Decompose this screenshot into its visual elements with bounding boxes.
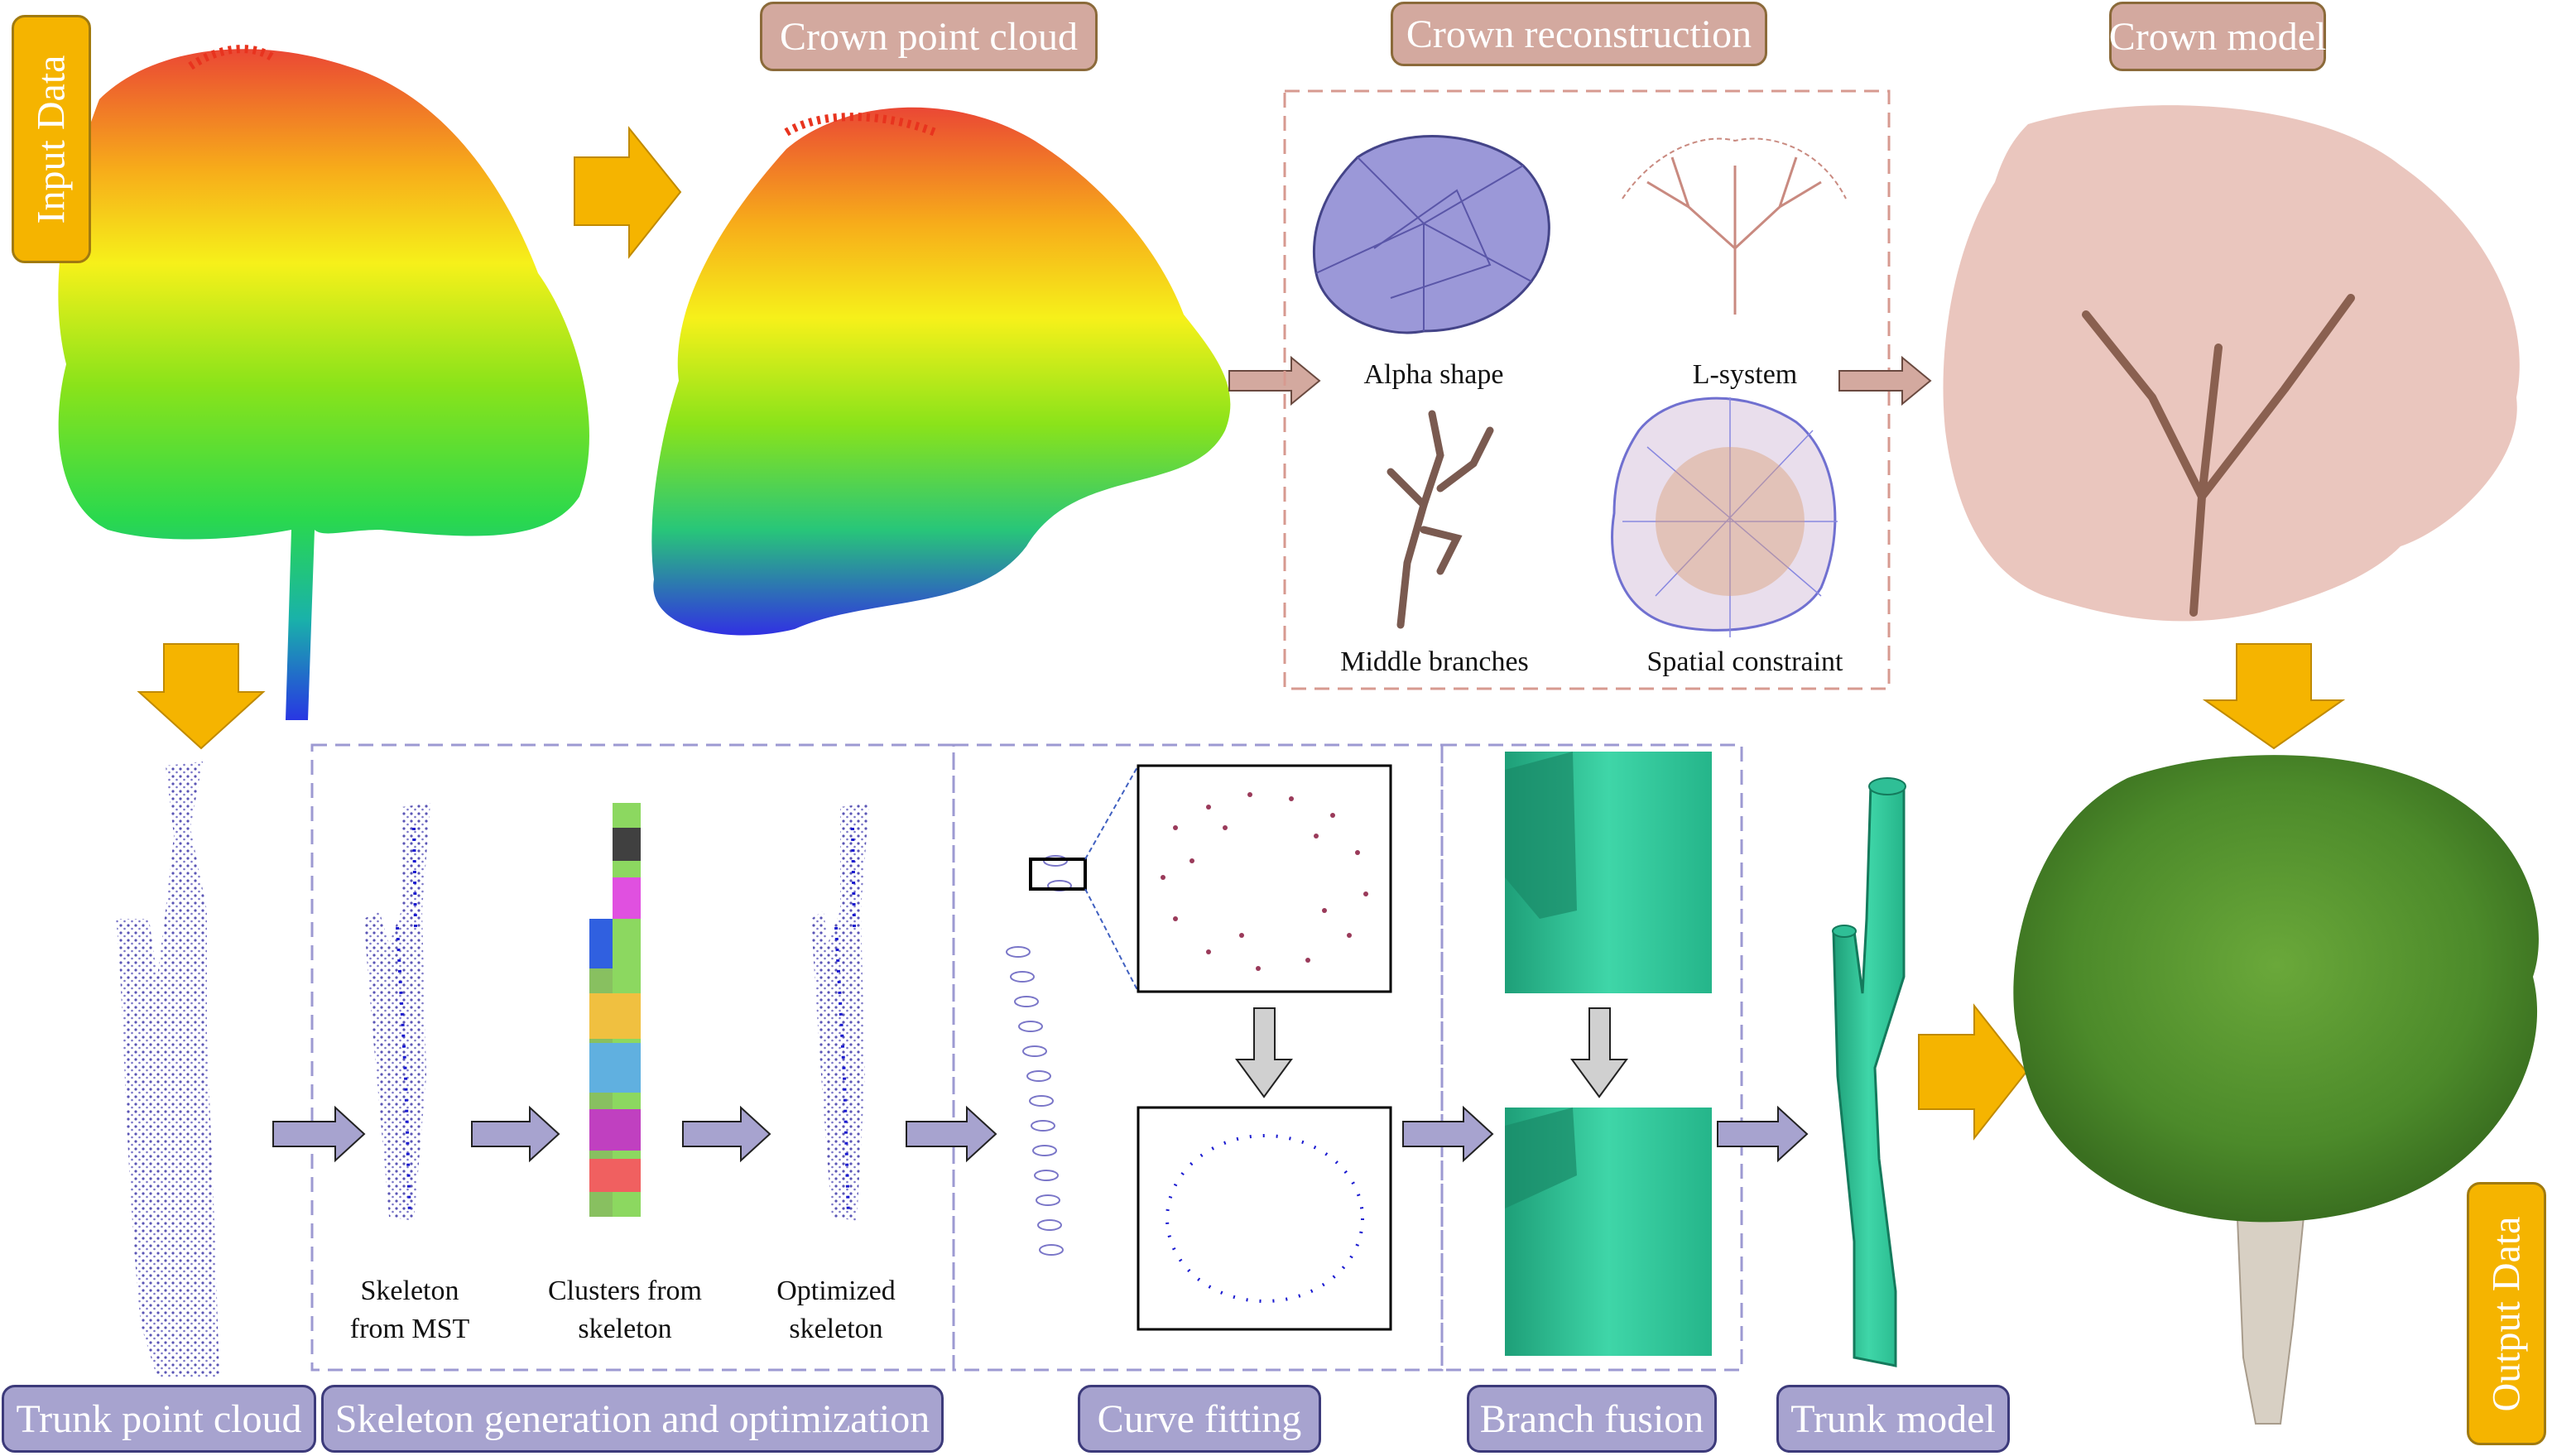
optimized-skeleton-image — [811, 803, 869, 1221]
trunk-model-tag: Trunk model — [1776, 1385, 2010, 1453]
arrow-crown-model-to-output — [2202, 643, 2346, 750]
fitted-curve-box — [1137, 1106, 1392, 1331]
skeleton-mst-image — [364, 803, 430, 1221]
l-system-image — [1622, 137, 1847, 315]
curve-fitting-tag: Curve fitting — [1078, 1385, 1321, 1453]
input-data-tag: Input Data — [12, 15, 91, 263]
optimized-line1: Optimized — [776, 1276, 896, 1306]
crown-reconstruction-tag: Crown reconstruction — [1391, 2, 1767, 66]
output-tree-image — [2013, 755, 2539, 1425]
output-data-tag: Output Data — [2467, 1182, 2546, 1445]
input-data-label: Input Data — [29, 55, 74, 223]
raw-section-points — [1161, 792, 1368, 971]
crown-model-tag: Crown model — [2109, 2, 2326, 71]
arrow-mst-to-clusters — [471, 1105, 560, 1163]
crown-model-image — [1943, 105, 2520, 622]
optimized-skeleton-label: Optimized skeleton — [745, 1272, 927, 1348]
clusters-image — [589, 803, 641, 1217]
spatial-constraint-label: Spatial constraint — [1646, 646, 1843, 677]
arrow-trunk-to-mst — [272, 1105, 366, 1163]
skeleton-generation-tag: Skeleton generation and optimization — [321, 1385, 944, 1453]
branch-fusion-tag: Branch fusion — [1467, 1385, 1717, 1453]
arrow-skeleton-to-curve — [906, 1105, 997, 1163]
arrow-input-to-trunk — [137, 643, 266, 750]
clusters-line2: skeleton — [578, 1313, 672, 1344]
gray-arrow-curve — [1235, 1007, 1293, 1098]
skeleton-mst-line1: Skeleton — [360, 1276, 459, 1306]
arrow-input-to-crown-cloud — [574, 126, 682, 259]
zoom-box — [1029, 858, 1087, 891]
skeleton-mst-line2: from MST — [349, 1313, 470, 1344]
skeleton-mst-label: Skeleton from MST — [315, 1272, 505, 1348]
raw-section-box — [1137, 764, 1392, 993]
crown-reconstruction-panel — [1283, 89, 1891, 690]
clusters-label: Clusters from skeleton — [521, 1272, 728, 1348]
gray-arrow-fusion — [1570, 1007, 1628, 1098]
zoom-line-bottom — [1084, 888, 1139, 992]
trunk-point-cloud-image — [116, 762, 219, 1378]
alpha-shape-image — [1312, 135, 1550, 334]
middle-branches-image — [1387, 410, 1494, 629]
crown-point-cloud-tag: Crown point cloud — [760, 2, 1098, 71]
trunk-point-cloud-tag: Trunk point cloud — [2, 1385, 316, 1453]
fusion-before-branch — [1505, 752, 1577, 919]
middle-branches-label: Middle branches — [1340, 646, 1529, 677]
clusters-line1: Clusters from — [547, 1276, 703, 1306]
trunk-model-image — [1832, 777, 1906, 1367]
input-tree-point-cloud — [58, 45, 589, 720]
spatial-constraint-image — [1611, 396, 1838, 637]
l-system-label: L-system — [1692, 359, 1798, 390]
alpha-shape-label: Alpha shape — [1363, 359, 1504, 390]
fusion-after-branch — [1505, 1108, 1577, 1209]
branch-fusion-panel — [1440, 743, 1743, 1372]
output-data-label: Output Data — [2484, 1216, 2529, 1411]
arrow-curve-to-fusion — [1402, 1105, 1494, 1163]
arrow-trunk-to-output — [1918, 1003, 2028, 1141]
optimized-line2: skeleton — [789, 1313, 883, 1344]
crown-point-cloud-image — [651, 107, 1231, 636]
fitted-curve — [1165, 1134, 1364, 1303]
arrow-crown-cloud-to-reconstruction — [1228, 355, 1321, 406]
arrow-reconstruction-to-crown-model — [1838, 355, 1932, 406]
arrow-fusion-to-trunk-model — [1717, 1105, 1809, 1163]
zoom-line-top — [1084, 765, 1139, 860]
curve-fitting-ellipses — [1006, 855, 1072, 1256]
arrow-clusters-to-optimized — [682, 1105, 771, 1163]
